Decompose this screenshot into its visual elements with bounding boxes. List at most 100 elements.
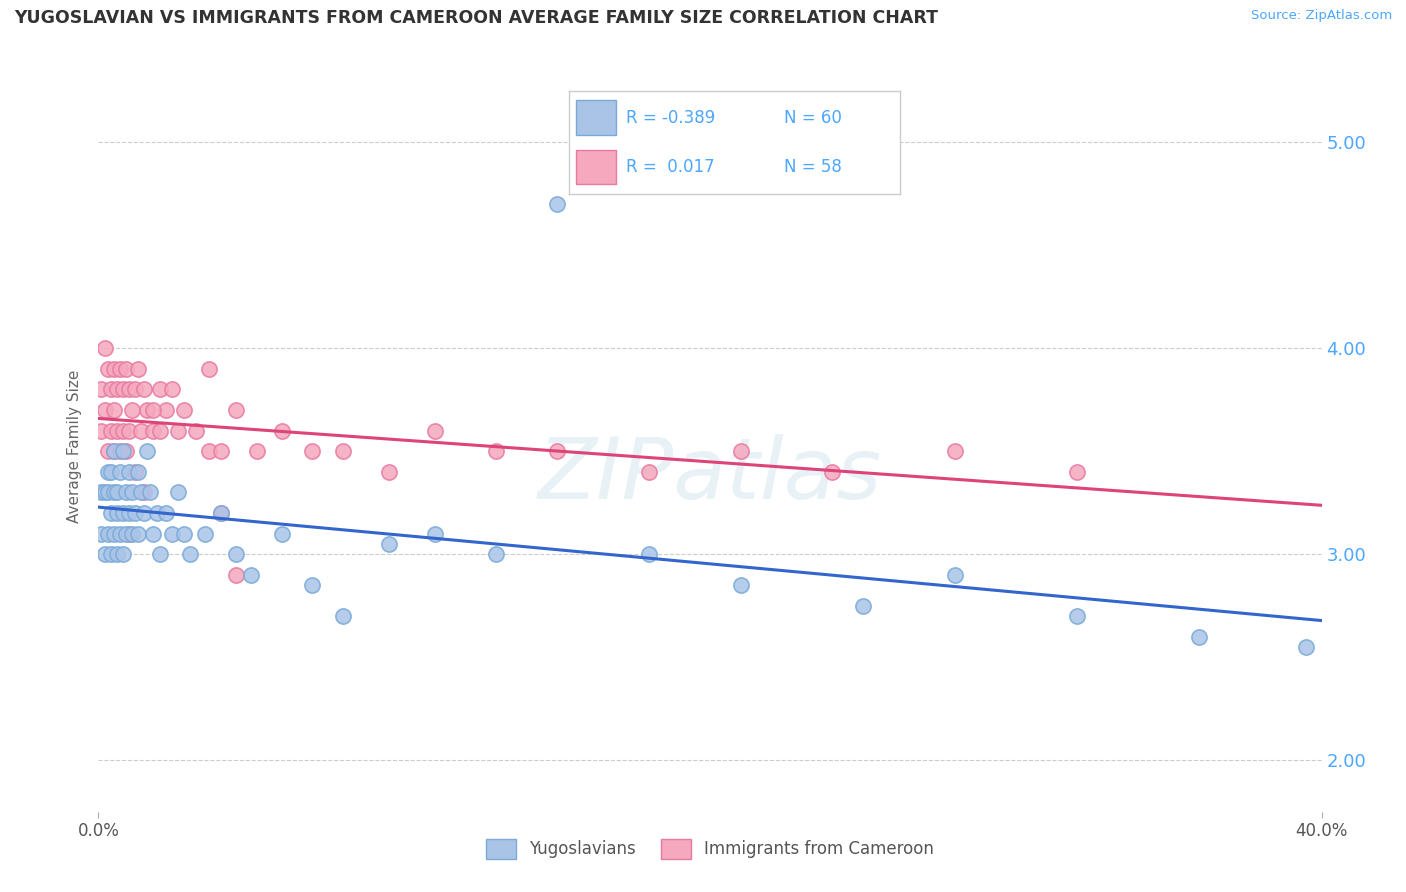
Point	[118, 382, 141, 396]
Point	[270, 424, 292, 438]
Point	[100, 506, 122, 520]
Point	[124, 506, 146, 520]
Text: ZIPatlas: ZIPatlas	[538, 434, 882, 516]
Point	[115, 526, 138, 541]
Point	[90, 382, 112, 396]
Point	[93, 547, 115, 561]
Point	[111, 506, 134, 520]
Point	[546, 444, 568, 458]
Point	[108, 526, 131, 541]
Point	[155, 403, 177, 417]
Point	[378, 537, 401, 551]
Point	[127, 526, 149, 541]
Point	[378, 465, 401, 479]
Point	[103, 361, 125, 376]
Point	[225, 547, 247, 561]
Point	[121, 526, 143, 541]
Point	[160, 382, 183, 396]
Point	[485, 547, 508, 561]
Point	[136, 403, 159, 417]
Point	[145, 506, 167, 520]
Point	[100, 382, 122, 396]
Point	[1188, 630, 1211, 644]
Point	[943, 567, 966, 582]
Point	[485, 444, 508, 458]
Point	[111, 424, 134, 438]
Point	[240, 567, 263, 582]
Point	[225, 403, 247, 417]
Point	[142, 424, 165, 438]
Point	[1066, 465, 1088, 479]
Point	[142, 403, 165, 417]
Point	[105, 424, 128, 438]
Point	[103, 526, 125, 541]
Point	[730, 578, 752, 592]
Point	[134, 506, 156, 520]
Point	[108, 361, 131, 376]
Point	[332, 609, 354, 624]
Point	[129, 485, 152, 500]
Point	[209, 506, 232, 520]
Point	[97, 465, 120, 479]
Text: Source: ZipAtlas.com: Source: ZipAtlas.com	[1251, 9, 1392, 22]
Point	[1295, 640, 1317, 654]
Point	[118, 424, 141, 438]
Point	[149, 547, 172, 561]
Point	[115, 485, 138, 500]
Point	[167, 485, 190, 500]
Point	[197, 361, 219, 376]
Point	[270, 526, 292, 541]
Point	[111, 382, 134, 396]
Point	[637, 547, 661, 561]
Point	[121, 403, 143, 417]
Point	[136, 444, 159, 458]
Point	[100, 547, 122, 561]
Point	[301, 578, 323, 592]
Point	[160, 526, 183, 541]
Point	[943, 444, 966, 458]
Point	[105, 485, 128, 500]
Point	[118, 465, 141, 479]
Point	[105, 382, 128, 396]
Point	[167, 424, 190, 438]
Point	[103, 444, 125, 458]
Point	[97, 526, 120, 541]
Legend: Yugoslavians, Immigrants from Cameroon: Yugoslavians, Immigrants from Cameroon	[479, 832, 941, 865]
Point	[103, 485, 125, 500]
Point	[105, 547, 128, 561]
Point	[100, 424, 122, 438]
Y-axis label: Average Family Size: Average Family Size	[67, 369, 83, 523]
Point	[97, 361, 120, 376]
Point	[115, 361, 138, 376]
Point	[225, 567, 247, 582]
Point	[179, 547, 201, 561]
Point	[118, 506, 141, 520]
Point	[111, 444, 134, 458]
Point	[149, 382, 172, 396]
Point	[1066, 609, 1088, 624]
Point	[103, 444, 125, 458]
Point	[139, 485, 162, 500]
Point	[124, 382, 146, 396]
Point	[103, 403, 125, 417]
Point	[155, 506, 177, 520]
Point	[423, 526, 446, 541]
Point	[93, 403, 115, 417]
Point	[142, 526, 165, 541]
Point	[209, 506, 232, 520]
Point	[124, 465, 146, 479]
Point	[105, 506, 128, 520]
Point	[301, 444, 323, 458]
Point	[121, 485, 143, 500]
Point	[546, 197, 568, 211]
Point	[108, 465, 131, 479]
Point	[173, 403, 195, 417]
Point	[100, 465, 122, 479]
Point	[246, 444, 269, 458]
Text: YUGOSLAVIAN VS IMMIGRANTS FROM CAMEROON AVERAGE FAMILY SIZE CORRELATION CHART: YUGOSLAVIAN VS IMMIGRANTS FROM CAMEROON …	[14, 9, 938, 27]
Point	[209, 444, 232, 458]
Point	[637, 465, 661, 479]
Point	[93, 341, 115, 355]
Point	[97, 444, 120, 458]
Point	[134, 382, 156, 396]
